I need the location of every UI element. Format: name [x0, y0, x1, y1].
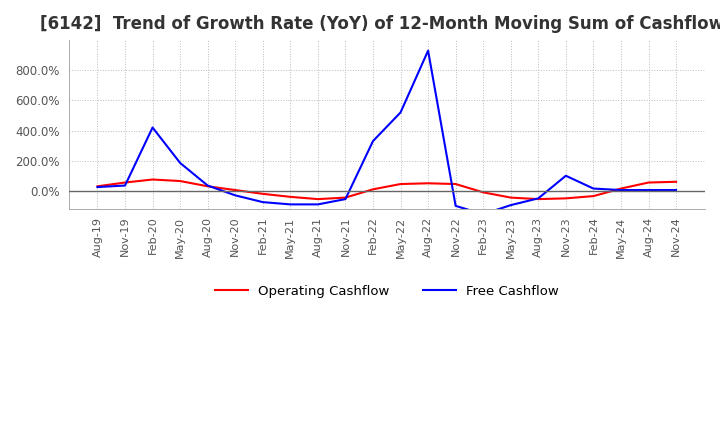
Operating Cashflow: [479, 190, 487, 195]
Free Cashflow: [396, 110, 405, 115]
Operating Cashflow: [148, 177, 157, 182]
Operating Cashflow: [369, 187, 377, 192]
Free Cashflow: [314, 202, 323, 207]
Free Cashflow: [258, 199, 267, 205]
Operating Cashflow: [258, 191, 267, 197]
Free Cashflow: [176, 160, 184, 165]
Operating Cashflow: [506, 195, 515, 200]
Operating Cashflow: [314, 197, 323, 202]
Operating Cashflow: [341, 195, 350, 200]
Free Cashflow: [93, 184, 102, 190]
Operating Cashflow: [176, 178, 184, 183]
Operating Cashflow: [534, 197, 543, 202]
Free Cashflow: [451, 203, 460, 209]
Free Cashflow: [616, 187, 625, 193]
Free Cashflow: [369, 139, 377, 144]
Free Cashflow: [506, 202, 515, 208]
Operating Cashflow: [589, 194, 598, 199]
Free Cashflow: [231, 193, 240, 198]
Line: Operating Cashflow: Operating Cashflow: [97, 180, 676, 199]
Operating Cashflow: [616, 186, 625, 191]
Free Cashflow: [203, 183, 212, 188]
Operating Cashflow: [396, 181, 405, 187]
Operating Cashflow: [121, 180, 130, 185]
Free Cashflow: [479, 212, 487, 217]
Free Cashflow: [672, 187, 680, 193]
Free Cashflow: [148, 125, 157, 130]
Free Cashflow: [589, 186, 598, 191]
Operating Cashflow: [451, 181, 460, 187]
Legend: Operating Cashflow, Free Cashflow: Operating Cashflow, Free Cashflow: [210, 280, 564, 303]
Free Cashflow: [562, 173, 570, 178]
Free Cashflow: [424, 48, 433, 53]
Operating Cashflow: [286, 194, 294, 199]
Free Cashflow: [286, 202, 294, 207]
Operating Cashflow: [562, 196, 570, 201]
Line: Free Cashflow: Free Cashflow: [97, 51, 676, 214]
Operating Cashflow: [672, 179, 680, 184]
Free Cashflow: [534, 196, 543, 201]
Operating Cashflow: [231, 187, 240, 193]
Operating Cashflow: [203, 183, 212, 189]
Free Cashflow: [121, 183, 130, 188]
Operating Cashflow: [424, 181, 433, 186]
Operating Cashflow: [93, 183, 102, 189]
Title: [6142]  Trend of Growth Rate (YoY) of 12-Month Moving Sum of Cashflows: [6142] Trend of Growth Rate (YoY) of 12-…: [40, 15, 720, 33]
Free Cashflow: [341, 197, 350, 202]
Free Cashflow: [644, 187, 653, 193]
Operating Cashflow: [644, 180, 653, 185]
